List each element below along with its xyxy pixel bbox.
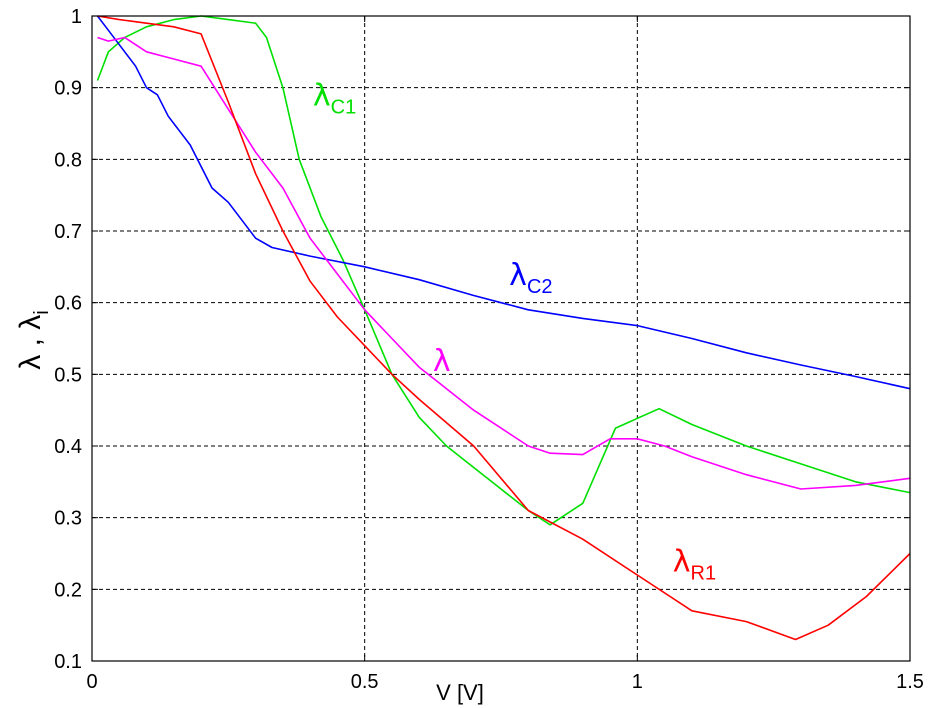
y-tick-label: 0.8 bbox=[54, 149, 82, 171]
x-tick-label: 1.5 bbox=[896, 671, 924, 693]
y-tick-label: 0.6 bbox=[54, 293, 82, 315]
series-line-r1 bbox=[97, 15, 911, 641]
plot-frame bbox=[91, 15, 911, 662]
y-tick-label: 1 bbox=[71, 6, 82, 28]
x-tick-label: 1 bbox=[632, 671, 643, 693]
y-axis-label-sub: i bbox=[31, 310, 53, 314]
y-tick-label: 0.2 bbox=[54, 579, 82, 601]
series-line-c2 bbox=[96, 15, 911, 390]
series-labels: λC1 λC2 λ λR1 bbox=[313, 79, 716, 585]
x-tick-label: 0.5 bbox=[351, 671, 379, 693]
grid-lines bbox=[92, 16, 910, 661]
series-line-lambda bbox=[97, 36, 911, 490]
y-tick-label: 0.3 bbox=[54, 508, 82, 530]
y-axis-label-main: λ , λ bbox=[14, 315, 47, 370]
series-label-lambda: λ bbox=[433, 344, 451, 379]
series-label-r1: λR1 bbox=[673, 544, 716, 584]
x-tick-label: 0 bbox=[86, 671, 97, 693]
y-tick-label: 0.7 bbox=[54, 221, 82, 243]
y-tick-label: 0.1 bbox=[54, 651, 82, 673]
y-axis-label: λ , λi bbox=[14, 310, 53, 369]
series-lines bbox=[96, 15, 911, 641]
x-axis-label: V [V] bbox=[436, 680, 484, 705]
y-tick-label: 0.9 bbox=[54, 78, 82, 100]
y-tick-label: 0.5 bbox=[54, 364, 82, 386]
y-tick-label: 0.4 bbox=[54, 436, 82, 458]
series-line-c1 bbox=[96, 15, 911, 526]
series-label-c1: λC1 bbox=[313, 79, 356, 119]
series-label-c2: λC2 bbox=[509, 258, 552, 298]
axis-ticks: 0 0.5 1 1.5 0.1 0.2 0.3 0.4 0.5 0.6 0.7 0.8 0.9 1 bbox=[54, 6, 924, 693]
